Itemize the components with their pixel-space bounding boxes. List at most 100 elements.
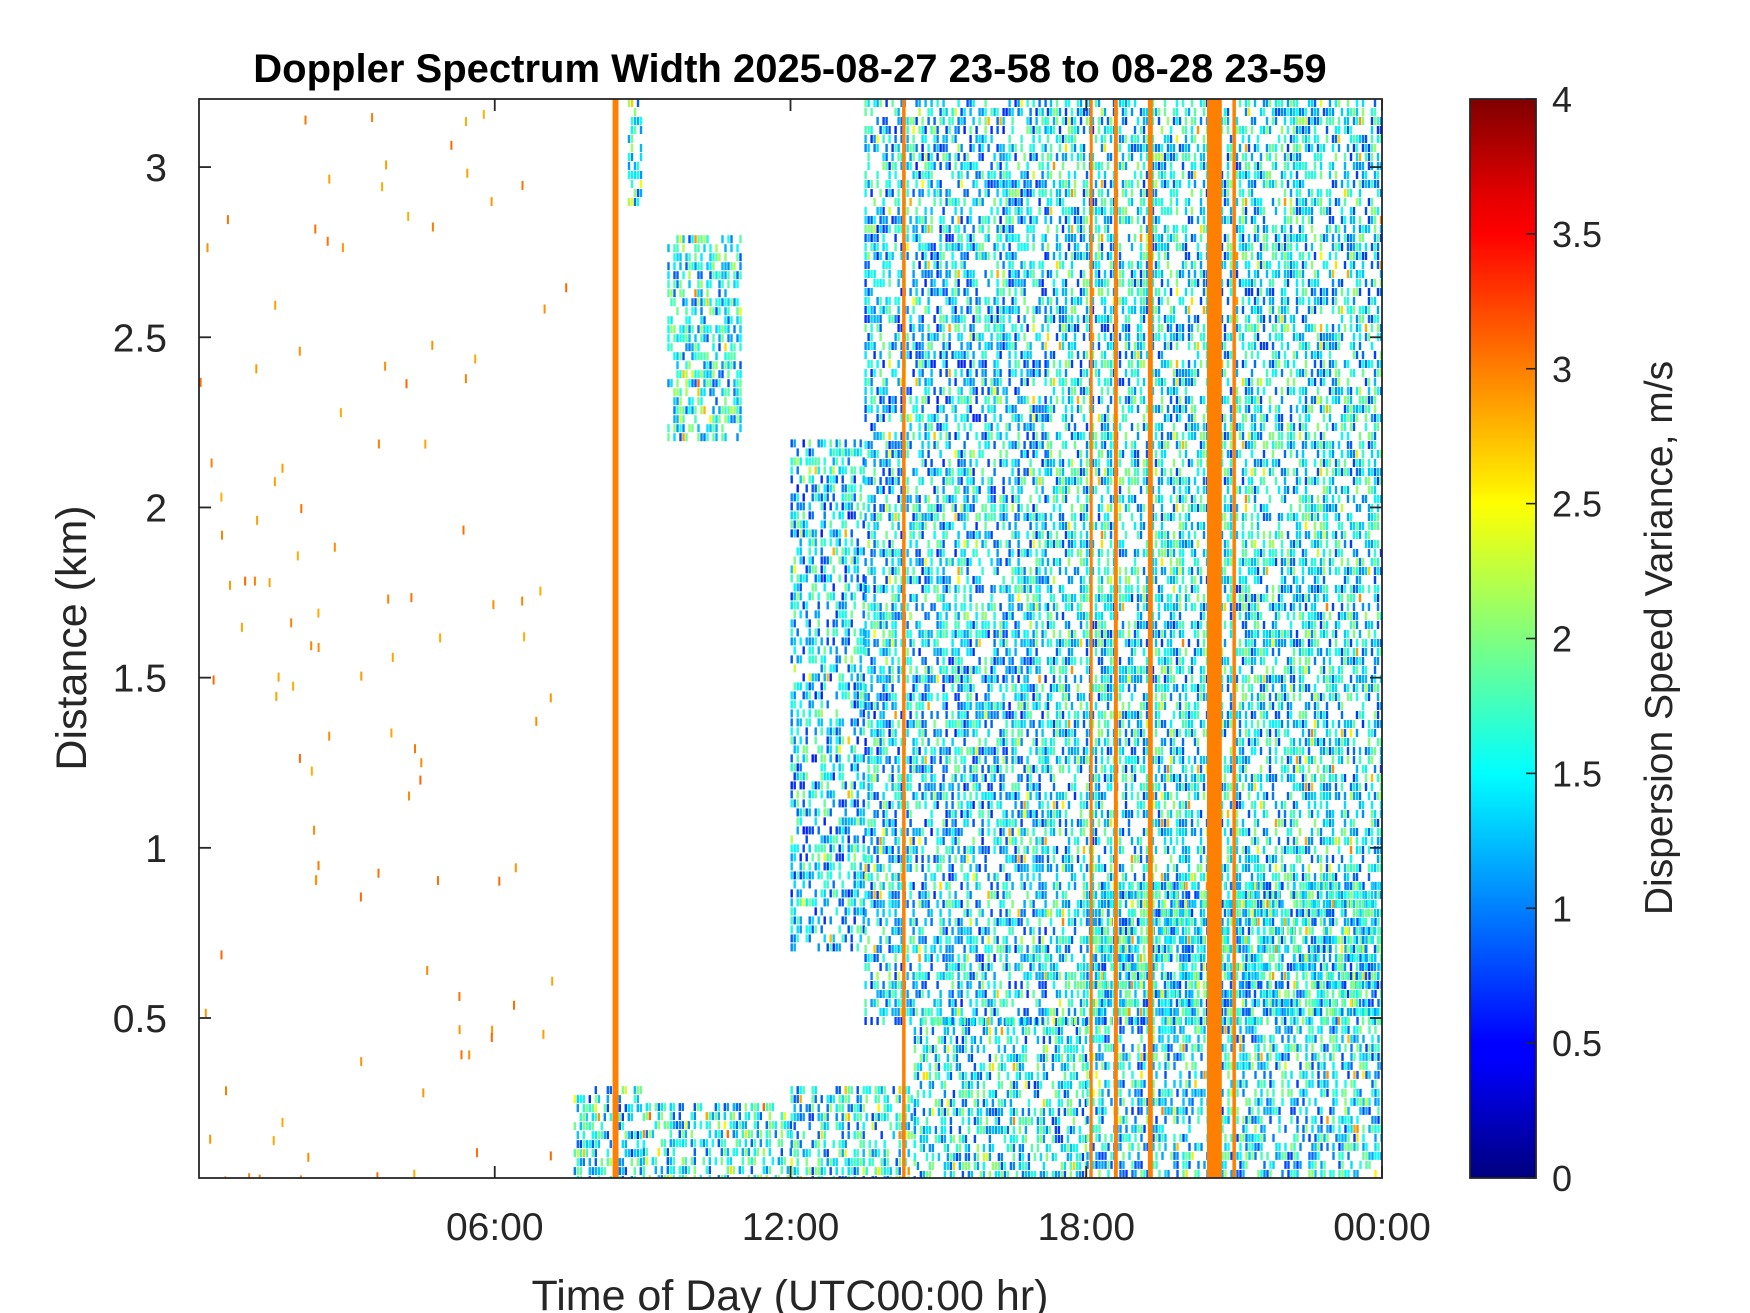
heatmap-cell [1305,1070,1308,1079]
heatmap-cell [910,1095,913,1104]
heatmap-cell [1146,1007,1149,1016]
heatmap-cell [1179,1025,1182,1034]
heatmap-cell [897,378,900,386]
heatmap-cell [888,567,891,575]
heatmap-cell [594,1140,597,1149]
heatmap-cell [1072,1045,1076,1053]
heatmap-cell [1104,1079,1107,1088]
heatmap-cell [897,612,900,620]
heatmap-cell [820,754,823,763]
heatmap-cell [906,450,909,458]
heatmap-cell [1015,1072,1019,1080]
heatmap-cell [1060,1099,1064,1107]
heatmap-cell [906,864,909,872]
heatmap-cell [859,448,862,457]
heatmap-cell [1371,1016,1374,1025]
heatmap-cell [915,207,918,215]
heatmap-cell [1164,1043,1167,1052]
heatmap-cell [1036,1063,1040,1071]
heatmap-cell [1018,1090,1022,1098]
heatmap-cell [1269,1007,1272,1016]
heatmap-cell [879,333,882,341]
heatmap-cell [796,871,799,880]
heatmap-cell [790,709,793,718]
heatmap-cell [799,475,802,484]
heatmap-cell [1254,1070,1257,1079]
heatmap-cell [820,637,823,646]
heatmap-cell [850,556,853,565]
heatmap-cell [753,1157,756,1166]
heatmap-cell [808,844,811,853]
heatmap-cell [876,522,879,530]
heatmap-cell [1092,1160,1095,1169]
heatmap-cell [909,702,912,710]
heatmap-cell [823,1140,826,1149]
heatmap-cell [1308,1025,1311,1034]
heatmap-cell [879,666,882,674]
heatmap-cell [1095,1034,1098,1043]
heatmap-cell [894,333,897,341]
heatmap-cell [900,504,903,512]
heatmap-cell [876,297,879,305]
heatmap-cell [793,1140,796,1149]
heatmap-cell [919,1081,923,1089]
heatmap-cell [1063,1144,1067,1152]
heatmap-cell [796,511,799,520]
heatmap-cell [888,648,891,656]
heatmap-cell [841,1131,844,1140]
heatmap-cell [1131,1142,1134,1151]
heatmap-cell [928,1072,932,1080]
heatmap-cell [870,369,873,377]
heatmap-cell [882,225,885,233]
heatmap-cell [918,549,921,557]
heatmap-cell [678,1112,681,1121]
heatmap-cell [1263,1070,1266,1079]
heatmap-cell [1137,1097,1140,1106]
heatmap-cell [894,234,897,242]
heatmap-cell [826,736,829,745]
heatmap-cell [1167,1034,1170,1043]
heatmap-cell [876,918,879,926]
heatmap-cell [891,828,894,836]
heatmap-cell [1260,1142,1263,1151]
heatmap-cell [885,720,888,728]
heatmap-cell [1236,1034,1239,1043]
heatmap-cell [1012,1054,1016,1062]
heatmap-cell [1353,926,1356,935]
heatmap-cell [1272,908,1275,917]
heatmap-cell [1320,1025,1323,1034]
heatmap-cell [906,126,909,134]
heatmap-cell [870,531,873,539]
heatmap-cell [870,288,873,296]
heatmap-cell [639,1131,642,1140]
heatmap-cell [883,1158,886,1167]
heatmap-cell [808,1113,811,1122]
heatmap-cell [1347,935,1350,944]
heatmap-cell [909,837,912,845]
heatmap-cell [1197,1142,1200,1151]
heatmap-cell [864,1008,867,1016]
heatmap-cell [1075,1090,1079,1098]
heatmap-cell [897,747,900,755]
heatmap-cell [1281,1034,1284,1043]
heatmap-cell [805,745,808,754]
heatmap-cell [850,1167,853,1176]
heatmap-cell [1021,1144,1025,1152]
heatmap-cell [859,664,862,673]
heatmap-cell [1119,1061,1122,1070]
heatmap-cell [882,567,885,575]
heatmap-cell [1039,1054,1043,1062]
heatmap-cell [912,828,915,836]
heatmap-cell [1365,899,1368,908]
heatmap-cell [946,1018,950,1026]
heatmap-cell [867,162,870,170]
heatmap-cell [1057,1117,1061,1125]
heatmap-cell [928,1108,932,1116]
heatmap-cell [885,450,888,458]
heatmap-cell [864,927,867,935]
heatmap-cell [663,1103,666,1112]
heatmap-cell [780,1157,783,1166]
heatmap-cell [921,243,924,251]
heatmap-cell [1362,1124,1365,1133]
heatmap-cell [1308,1097,1311,1106]
